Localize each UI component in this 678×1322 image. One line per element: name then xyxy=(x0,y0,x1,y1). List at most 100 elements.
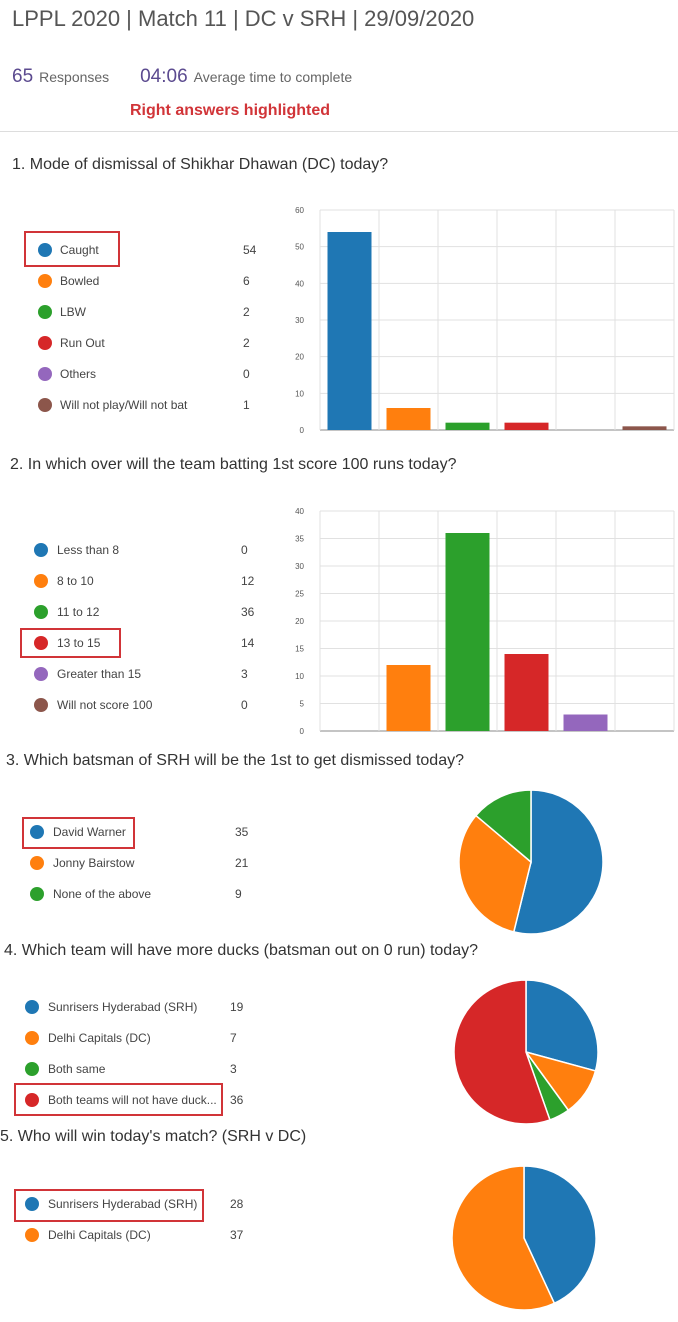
legend-dot xyxy=(25,1228,39,1242)
bar-chart-1: 0 10 20 30 40 50 60 xyxy=(295,206,675,435)
legend-label: Will not score 100 xyxy=(57,698,153,712)
bar-2 xyxy=(386,665,431,731)
legend-count: 14 xyxy=(241,636,255,650)
legend-count: 28 xyxy=(230,1197,244,1211)
legend-dot xyxy=(34,667,48,681)
legend-dot xyxy=(30,856,44,870)
question-title-5: 5. Who will win today's match? (SRH v DC… xyxy=(0,1128,307,1145)
legend-label: 8 to 10 xyxy=(57,574,94,588)
legend-item-5-1: Sunrisers Hyderabad (SRH) 28 xyxy=(14,1194,254,1214)
legend-label: Sunrisers Hyderabad (SRH) xyxy=(48,1000,198,1014)
highlight-note: Right answers highlighted xyxy=(130,102,331,119)
legend-item-1-6: Will not play/Will not bat 1 xyxy=(24,395,264,415)
responses-label: Responses xyxy=(39,69,110,85)
y-tick-label: 60 xyxy=(295,206,304,215)
legend-label: Jonny Bairstow xyxy=(53,856,135,870)
legend-item-4-2: Delhi Capitals (DC) 7 xyxy=(14,1028,254,1048)
y-tick-label: 15 xyxy=(295,645,304,654)
y-tick-label: 35 xyxy=(295,535,304,544)
legend-count: 21 xyxy=(235,856,249,870)
pie-slice-3 xyxy=(474,789,532,864)
y-tick-label: 40 xyxy=(295,507,304,516)
legend-label: Will not play/Will not bat xyxy=(60,398,188,412)
legend-label: Greater than 15 xyxy=(57,667,142,681)
legend-label: None of the above xyxy=(53,887,152,901)
legend-count: 3 xyxy=(241,667,248,681)
pie-slice-2 xyxy=(451,1165,556,1311)
pie-slice-2 xyxy=(458,814,532,933)
legend-label: 13 to 15 xyxy=(57,636,101,650)
legend-item-2-3: 11 to 12 36 xyxy=(22,602,262,622)
legend-label: Bowled xyxy=(60,274,100,288)
legend-count: 35 xyxy=(235,825,249,839)
legend-dot xyxy=(30,825,44,839)
bar-3 xyxy=(445,422,490,430)
legend-dot xyxy=(34,698,48,712)
legend-dot xyxy=(25,1062,39,1076)
y-tick-label: 20 xyxy=(295,353,304,362)
legend-item-1-1: Caught 54 xyxy=(24,240,264,260)
bar-6 xyxy=(622,426,667,430)
pie-slice-4 xyxy=(453,979,551,1125)
legend-label: 11 to 12 xyxy=(57,605,100,619)
question-title-3: 3. Which batsman of SRH will be the 1st … xyxy=(6,752,464,769)
pie-slice-1 xyxy=(512,789,604,935)
y-tick-label: 25 xyxy=(295,590,304,599)
average-time-label: Average time to complete xyxy=(193,69,353,85)
divider xyxy=(0,131,678,132)
legend-count: 9 xyxy=(235,887,242,901)
bar-4 xyxy=(504,654,549,731)
y-tick-label: 10 xyxy=(295,389,304,398)
y-tick-label: 40 xyxy=(295,279,304,288)
legend-dot xyxy=(34,574,48,588)
y-tick-label: 20 xyxy=(295,617,304,626)
legend-dot xyxy=(34,605,48,619)
summary-stats: 65 Responses 04:06 Average time to complet… xyxy=(12,66,352,88)
legend-count: 2 xyxy=(243,336,250,350)
legend-count: 12 xyxy=(241,574,255,588)
legend-label: Both teams will not have duck... xyxy=(48,1093,217,1107)
legend-count: 7 xyxy=(230,1031,237,1045)
legend-count: 1 xyxy=(243,398,250,412)
y-tick-label: 30 xyxy=(295,562,304,571)
bar-4 xyxy=(504,422,549,430)
pie-slice-1 xyxy=(523,1165,597,1305)
legend-label: Both same xyxy=(48,1062,106,1076)
legend-label: Caught xyxy=(60,243,99,257)
y-tick-label: 50 xyxy=(295,243,304,252)
legend-count: 3 xyxy=(230,1062,237,1076)
legend-dot xyxy=(38,398,52,412)
legend-label: Delhi Capitals (DC) xyxy=(48,1031,151,1045)
legend-count: 54 xyxy=(243,243,257,257)
correct-answer-highlight-5 xyxy=(14,1189,204,1222)
pie-chart-3 xyxy=(458,789,604,935)
y-tick-label: 5 xyxy=(300,700,305,709)
page-title: LPPL 2020 | Match 11 | DC v SRH | 29/09/… xyxy=(12,6,475,31)
legend-label: Less than 8 xyxy=(57,543,120,557)
y-tick-label: 0 xyxy=(300,426,305,435)
legend-dot xyxy=(30,887,44,901)
legend-count: 0 xyxy=(241,698,248,712)
bar-3 xyxy=(445,533,490,731)
legend-item-1-2: Bowled 6 xyxy=(24,271,264,291)
bar-chart-2: 0 5 10 15 20 25 30 35 40 xyxy=(295,507,675,735)
legend-dot xyxy=(25,1093,39,1107)
legend-item-1-4: Run Out 2 xyxy=(24,333,264,353)
legend-item-1-3: LBW 2 xyxy=(24,302,264,322)
legend-item-1-5: Others 0 xyxy=(24,364,264,384)
legend-item-3-3: None of the above 9 xyxy=(22,884,262,904)
responses-count: 65 xyxy=(12,66,34,87)
legend-dot xyxy=(25,1031,39,1045)
pie-chart-4 xyxy=(453,979,599,1125)
legend-item-2-1: Less than 8 0 xyxy=(22,540,262,560)
bar-5 xyxy=(563,714,608,731)
legend-label: Sunrisers Hyderabad (SRH) xyxy=(48,1197,198,1211)
pie-chart-5 xyxy=(451,1165,597,1311)
legend-label: LBW xyxy=(60,305,87,319)
legend-dot xyxy=(38,305,52,319)
y-tick-label: 10 xyxy=(295,672,304,681)
legend-label: Others xyxy=(60,367,97,381)
correct-answer-highlight-1 xyxy=(24,231,120,267)
correct-answer-highlight-4 xyxy=(14,1083,223,1116)
legend-item-4-3: Both same 3 xyxy=(14,1059,254,1079)
